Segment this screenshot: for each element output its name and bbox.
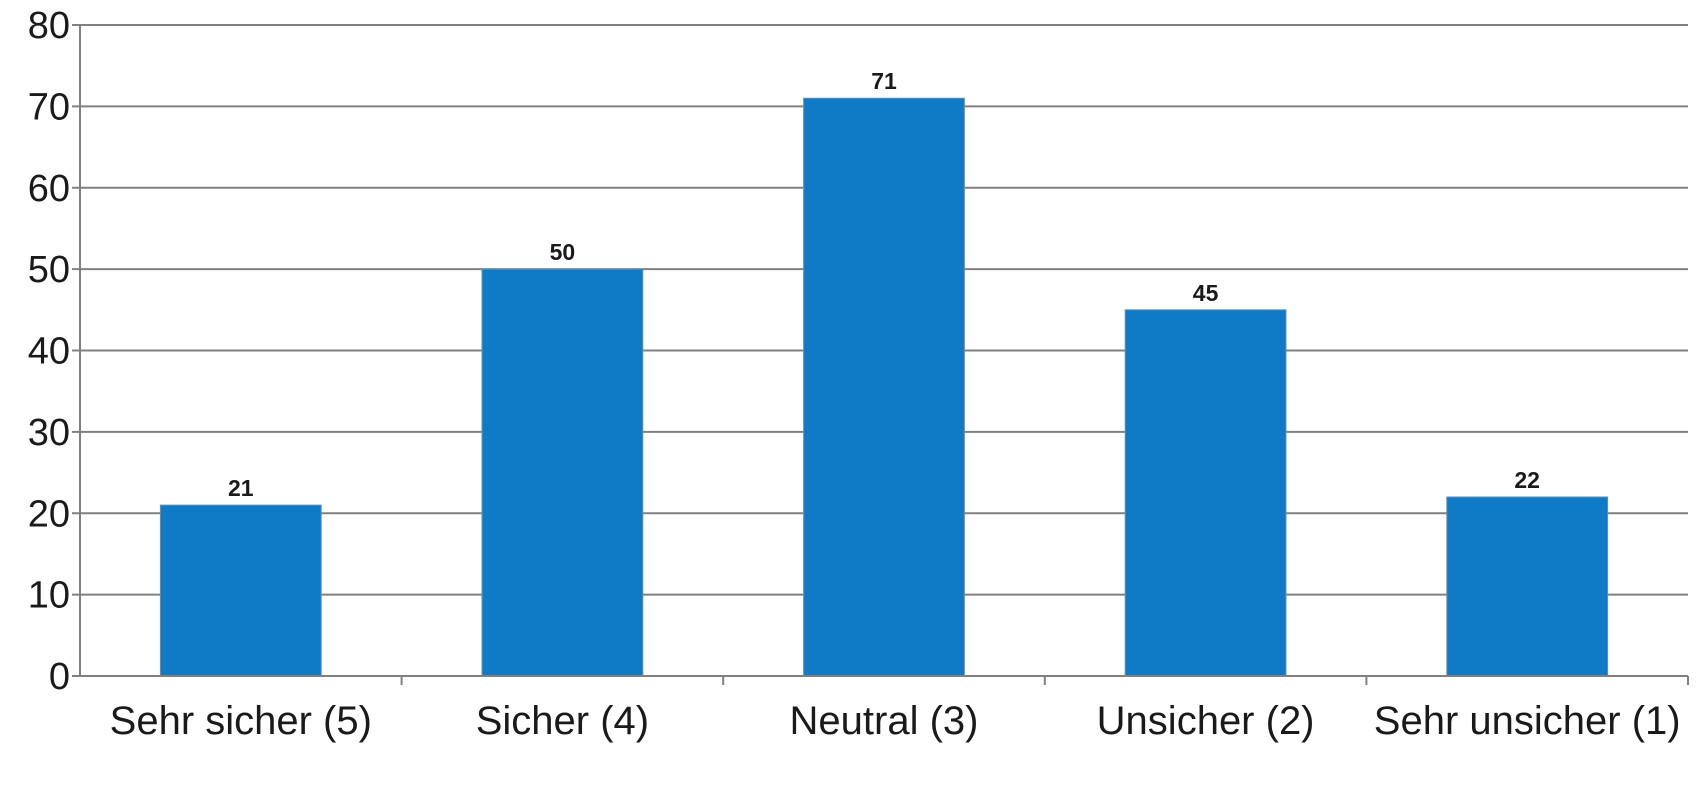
y-tick-label: 40 [28, 331, 70, 373]
bar-1 [159, 504, 322, 677]
data-label: 50 [550, 239, 576, 265]
y-tick-label: 0 [49, 656, 70, 698]
y-tick-label: 60 [28, 168, 70, 210]
data-label: 22 [1514, 467, 1540, 493]
data-label: 21 [228, 475, 254, 501]
y-tick-labels: 0 10 20 30 40 50 60 70 80 [28, 5, 70, 698]
y-tick-label: 80 [28, 5, 70, 47]
y-tick-label: 70 [28, 86, 70, 128]
bar-3 [803, 97, 965, 677]
x-tick-labels: Sehr sicher (5) Sicher (4) Neutral (3) Unsi… [110, 699, 1681, 743]
x-tick-label: Sehr unsicher (1) [1374, 699, 1681, 743]
x-tick-label: Unsicher (2) [1097, 699, 1315, 743]
axes [72, 24, 1689, 685]
y-tick-label: 30 [28, 412, 70, 454]
x-tick-label: Sehr sicher (5) [110, 699, 372, 743]
x-tick-label: Neutral (3) [790, 699, 979, 743]
x-tick-label: Sicher (4) [476, 699, 649, 743]
data-labels: 21 50 71 45 22 [228, 68, 1540, 501]
data-label: 45 [1193, 280, 1219, 306]
y-tick-label: 20 [28, 493, 70, 535]
data-label: 71 [871, 68, 897, 94]
y-tick-label: 10 [28, 575, 70, 617]
bar-2 [481, 268, 644, 677]
y-tick-label: 50 [28, 249, 70, 291]
bars [159, 97, 1609, 677]
bar-4 [1124, 309, 1287, 677]
bar-5 [1446, 496, 1609, 677]
